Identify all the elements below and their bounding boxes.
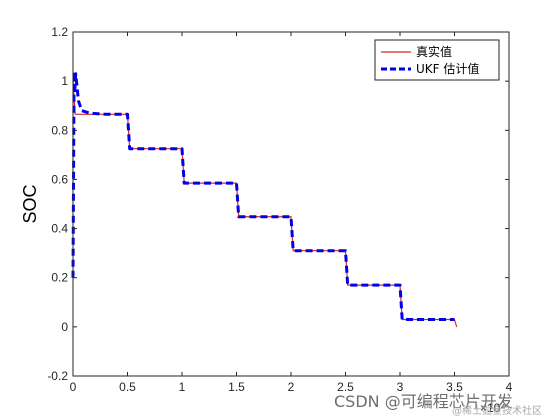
legend-label-1: 真实值 [416, 44, 452, 59]
y-tick-label: 1 [61, 74, 68, 88]
y-tick-label: -0.2 [47, 369, 68, 383]
x-tick-label: 1.5 [228, 380, 245, 394]
x-tick-label: 2 [288, 380, 295, 394]
x-axis-exponent: ×10⁴ [480, 401, 506, 415]
legend: 真实值 UKF 估计值 [374, 39, 500, 81]
y-tick-label: 1.2 [51, 25, 68, 39]
y-tick-label: 0.6 [51, 172, 68, 186]
plot-area [73, 32, 509, 376]
y-tick-label: 0.2 [51, 271, 68, 285]
x-tick-label: 3 [397, 380, 404, 394]
legend-box [374, 39, 500, 81]
series-line-2 [71, 69, 455, 321]
plot-background [73, 32, 509, 376]
x-tick-label: 2.5 [337, 380, 354, 394]
legend-label-2: UKF 估计值 [416, 61, 479, 76]
x-tick-label: 3.5 [446, 380, 463, 394]
y-tick-label: 0.8 [51, 123, 68, 137]
y-axis-label: SOC [20, 184, 40, 223]
x-tick-label: 0.5 [119, 380, 136, 394]
x-tick-label: 0 [70, 380, 77, 394]
series-layer [71, 69, 458, 328]
y-tick-label: 0 [61, 320, 68, 334]
y-tick-label: 0.4 [51, 222, 68, 236]
x-tick-label: 4 [506, 380, 513, 394]
x-tick-label: 1 [179, 380, 186, 394]
watermark-text: CSDN @可编程芯片开发 [334, 392, 513, 411]
ticks-layer: 0 0.5 1 1.5 2 2.5 3 3.5 4-0.200.20.40.60.811.2 [47, 25, 512, 394]
watermark-subtext: @稀土掘金技术社区 [452, 406, 542, 417]
